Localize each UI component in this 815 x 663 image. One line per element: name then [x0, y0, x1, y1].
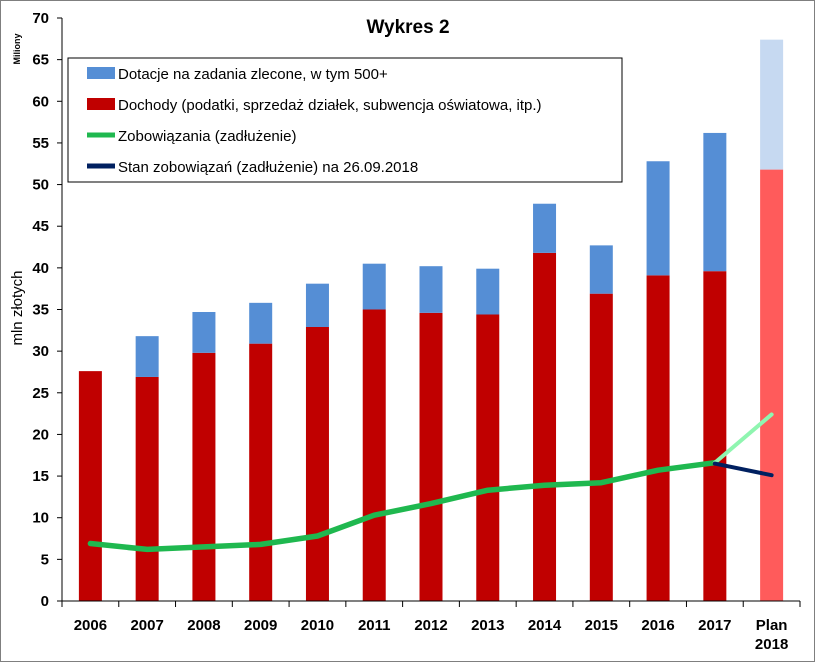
y-tick-label: 30	[32, 343, 49, 360]
bar-dotacje-6	[419, 266, 443, 313]
x-tick-label: 2016	[641, 617, 674, 634]
bar-dochody-2	[192, 352, 216, 601]
bar-dotacje-9	[589, 245, 613, 294]
x-tick-label: 2007	[130, 617, 163, 634]
y-tick-label: 65	[32, 52, 49, 69]
unit-label: Miliony	[12, 34, 22, 65]
bar-dotacje-3	[249, 302, 273, 344]
x-tick-label: 2010	[301, 617, 334, 634]
bar-dochody-12	[760, 169, 784, 601]
bar-dotacje-7	[476, 268, 500, 315]
x-tick-label: 2008	[187, 617, 220, 634]
y-tick-label: 15	[32, 468, 49, 485]
x-tick-label: 2006	[74, 617, 107, 634]
bar-dochody-7	[476, 314, 500, 601]
bar-dotacje-10	[646, 161, 670, 276]
bar-dotacje-5	[362, 263, 386, 310]
bar-dochody-1	[135, 376, 159, 601]
bar-dochody-11	[703, 271, 727, 601]
y-tick-label: 60	[32, 93, 49, 110]
x-tick-label: 2012	[414, 617, 447, 634]
y-tick-label: 50	[32, 177, 49, 194]
x-tick-label: Plan	[756, 617, 788, 634]
x-tick-label: 2017	[698, 617, 731, 634]
legend-label-zobowiazania: Zobowiązania (zadłużenie)	[118, 128, 296, 145]
chart-title: Wykres 2	[366, 17, 449, 38]
bar-dochody-0	[78, 371, 102, 601]
y-tick-label: 40	[32, 260, 49, 277]
bar-dochody-3	[249, 343, 273, 601]
y-tick-label: 70	[32, 10, 49, 27]
bar-dotacje-4	[305, 283, 329, 327]
x-tick-label: 2009	[244, 617, 277, 634]
y-tick-label: 55	[32, 135, 49, 152]
x-tick-label: 2013	[471, 617, 504, 634]
y-tick-label: 10	[32, 510, 49, 527]
y-tick-label: 45	[32, 218, 49, 235]
x-tick-label: 2018	[755, 636, 788, 653]
x-axis-ticks: 2006 2007 2008 2009 2010 2011 2012 2013 2014 2015…	[61, 601, 801, 653]
y-axis-ticks: 0 5 10 15 20 25 30 35 40 45 50 55 60 65 70	[32, 10, 62, 610]
legend-box	[67, 57, 623, 183]
line-stan-zobowiazan	[712, 461, 774, 478]
y-tick-label: 0	[41, 593, 49, 610]
bar-dochody-8	[533, 252, 557, 601]
bar-dotacje-8	[533, 203, 557, 253]
legend-label-dochody: Dochody (podatki, sprzedaż działek, subw…	[118, 97, 542, 114]
bars-layer	[78, 39, 784, 601]
bar-dochody-5	[362, 309, 386, 601]
bar-dotacje-2	[192, 311, 216, 353]
line-zobowiazania-plan	[712, 412, 774, 465]
line-zobowiazania	[87, 459, 718, 553]
bar-dochody-4	[305, 326, 329, 601]
bar-dotacje-1	[135, 336, 159, 377]
y-tick-label: 35	[32, 302, 49, 319]
bar-dochody-6	[419, 312, 443, 601]
y-tick-label: 25	[32, 385, 49, 402]
bar-dotacje-12	[760, 39, 784, 170]
bar-dochody-10	[646, 275, 670, 601]
bar-dotacje-11	[703, 132, 727, 272]
y-tick-label: 20	[32, 426, 49, 443]
legend-swatch-dotacje	[87, 67, 115, 79]
bar-dochody-9	[589, 293, 613, 601]
lines-layer	[87, 412, 774, 553]
legend-label-stan-zobowiazan: Stan zobowiązań (zadłużenie) na 26.09.20…	[118, 159, 418, 176]
x-tick-label: 2011	[358, 617, 391, 634]
legend-label-dotacje: Dotacje na zadania zlecone, w tym 500+	[118, 66, 388, 83]
y-tick-label: 5	[41, 551, 49, 568]
x-tick-label: 2015	[585, 617, 618, 634]
legend-swatch-dochody	[87, 98, 115, 110]
x-tick-label: 2014	[528, 617, 562, 634]
legend: Dotacje na zadania zlecone, w tym 500+ D…	[67, 57, 623, 183]
y-axis-label: mln złotych	[9, 270, 26, 345]
